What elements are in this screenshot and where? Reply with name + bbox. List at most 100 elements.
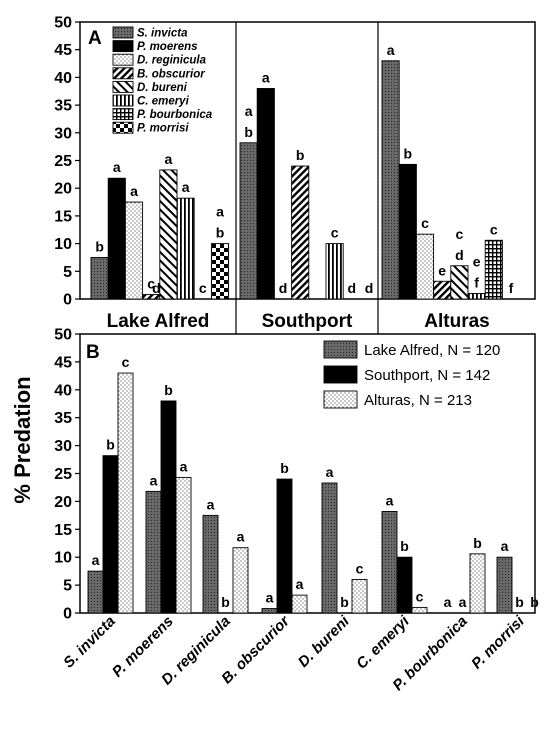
a-bar-southport-c-emeryi <box>325 243 344 300</box>
a-legend-label-d-bureni: D. bureni <box>137 82 188 94</box>
a-letter-southport-c-emeryi-0: c <box>331 225 339 241</box>
a-letter-southport-s-invicta-0: a <box>245 103 253 119</box>
a-group-label-alturas: Alturas <box>424 311 489 332</box>
a-bar-southport-b-obscurior <box>291 165 310 300</box>
b-bar-p-bourbonica-alturas-n-213 <box>469 553 486 614</box>
a-letter-lake-alfred-p-moerens-0: a <box>113 159 121 175</box>
a-legend-swatch-s-invicta <box>112 26 134 39</box>
b-tick-label-40: 40 <box>54 382 72 399</box>
a-letter-lake-alfred-p-morrisi-0: a <box>216 204 224 220</box>
b-letter-p-bourbonica-lake-alfred-n-120: a <box>444 594 452 610</box>
b-letter-d-reginicula-alturas-n-213: a <box>237 529 245 545</box>
a-letter-alturas-d-reginicula-0: c <box>421 215 429 231</box>
b-tick-label-15: 15 <box>54 522 72 539</box>
a-legend-label-s-invicta: S. invicta <box>137 28 188 40</box>
a-tick-label-5: 5 <box>63 264 72 281</box>
a-bar-lake-alfred-p-morrisi <box>210 243 230 300</box>
a-tick-label-10: 10 <box>54 236 72 253</box>
b-letter-p-morrisi-southport-n-142: b <box>515 594 524 610</box>
a-letter-lake-alfred-d-bureni-0: a <box>165 151 173 167</box>
a-letter-lake-alfred-p-bourbonica-0: c <box>199 280 207 296</box>
a-bar-alturas-s-invicta <box>381 60 400 300</box>
a-bar-lake-alfred-c-emeryi <box>176 197 195 300</box>
a-bar-lake-alfred-d-bureni <box>159 169 178 300</box>
b-letter-s-invicta-alturas-n-213: c <box>122 354 130 370</box>
b-bar-p-moerens-lake-alfred-n-120 <box>145 490 162 614</box>
a-legend-swatch-d-bureni <box>112 80 134 93</box>
b-tick-label-5: 5 <box>63 578 72 595</box>
b-bar-p-moerens-southport-n-142 <box>160 400 177 614</box>
panel-a-bars <box>90 60 503 300</box>
a-letter-alturas-d-bureni-1: d <box>455 247 464 263</box>
a-letter-southport-p-bourbonica-0: d <box>348 280 357 296</box>
b-letter-p-moerens-southport-n-142: b <box>164 382 173 398</box>
b-letter-b-obscurior-alturas-n-213: a <box>296 576 304 592</box>
a-bar-lake-alfred-d-reginicula <box>124 201 144 300</box>
a-legend-swatch-p-bourbonica <box>112 108 134 121</box>
a-letter-southport-d-reginicula-0: d <box>279 280 288 296</box>
b-letter-p-bourbonica-southport-n-142: a <box>459 594 467 610</box>
a-letter-southport-p-morrisi-0: d <box>365 280 374 296</box>
b-bar-c-emeryi-alturas-n-213 <box>411 606 428 614</box>
panel-b-y-ticks: 0 5 10 15 20 25 30 35 40 45 50 <box>54 327 80 623</box>
a-group-label-lake-alfred: Lake Alfred <box>107 311 210 332</box>
b-legend-label-1: Southport, N = 142 <box>364 367 490 384</box>
b-letter-b-obscurior-lake-alfred-n-120: a <box>266 590 274 606</box>
b-bar-s-invicta-southport-n-142 <box>102 455 119 614</box>
a-tick-label-35: 35 <box>54 98 72 115</box>
b-bar-d-reginicula-lake-alfred-n-120 <box>202 514 219 614</box>
b-tick-label-10: 10 <box>54 550 72 567</box>
a-letter-alturas-p-morrisi-0: f <box>509 280 514 296</box>
a-letter-alturas-d-bureni-0: c <box>456 226 464 242</box>
a-bar-lake-alfred-p-moerens <box>107 177 126 300</box>
a-tick-label-25: 25 <box>54 153 72 170</box>
b-bar-s-invicta-lake-alfred-n-120 <box>87 570 104 614</box>
a-letter-alturas-p-moerens-0: b <box>404 145 413 161</box>
a-legend-label-b-obscurior: B. obscurior <box>137 68 205 80</box>
b-letter-p-bourbonica-alturas-n-213: b <box>473 535 482 551</box>
b-tick-label-50: 50 <box>54 327 72 344</box>
panel-b-label: B <box>86 342 100 363</box>
a-bar-southport-p-moerens <box>256 88 275 300</box>
a-legend-swatch-c-emeryi <box>112 94 134 107</box>
b-category-label-c-emeryi: C. emeryi <box>353 612 413 672</box>
b-tick-label-20: 20 <box>54 494 72 511</box>
b-tick-label-45: 45 <box>54 354 72 371</box>
b-letter-c-emeryi-lake-alfred-n-120: a <box>386 492 394 508</box>
b-bar-d-bureni-alturas-n-213 <box>351 579 368 614</box>
b-tick-label-35: 35 <box>54 410 72 427</box>
b-letter-d-reginicula-lake-alfred-n-120: a <box>207 496 215 512</box>
b-bar-c-emeryi-lake-alfred-n-120 <box>381 510 398 614</box>
b-category-label-p-morrisi: P. morrisi <box>468 612 528 672</box>
a-tick-label-40: 40 <box>54 70 72 87</box>
a-letter-lake-alfred-b-obscurior-0: c <box>147 276 155 292</box>
a-letter-extra-0: d <box>152 280 161 296</box>
b-letter-d-bureni-lake-alfred-n-120: a <box>326 464 334 480</box>
b-letter-c-emeryi-alturas-n-213: c <box>416 588 424 604</box>
b-bar-d-reginicula-alturas-n-213 <box>232 547 249 614</box>
b-tick-label-0: 0 <box>63 606 72 623</box>
a-bar-alturas-d-reginicula <box>415 233 435 300</box>
a-tick-label-15: 15 <box>54 208 72 225</box>
b-letter-b-obscurior-southport-n-142: b <box>280 460 289 476</box>
a-tick-label-50: 50 <box>54 15 72 32</box>
a-bar-southport-s-invicta <box>239 142 258 300</box>
b-letter-s-invicta-southport-n-142: b <box>106 437 115 453</box>
a-legend-swatch-d-reginicula <box>112 53 134 66</box>
y-axis-label: % Predation <box>10 376 35 503</box>
b-tick-label-25: 25 <box>54 466 72 483</box>
b-letter-d-reginicula-southport-n-142: b <box>221 594 230 610</box>
a-legend-label-d-reginicula: D. reginicula <box>137 55 207 67</box>
a-letter-southport-b-obscurior-0: b <box>296 147 305 163</box>
panel-a-label: A <box>88 28 102 49</box>
b-bar-p-moerens-alturas-n-213 <box>175 476 192 614</box>
a-legend-swatch-b-obscurior <box>112 67 134 80</box>
b-bar-d-bureni-lake-alfred-n-120 <box>321 482 338 614</box>
a-legend-label-p-bourbonica: P. bourbonica <box>137 109 213 121</box>
a-tick-label-0: 0 <box>63 292 72 309</box>
a-legend-swatch-p-moerens <box>112 40 134 53</box>
